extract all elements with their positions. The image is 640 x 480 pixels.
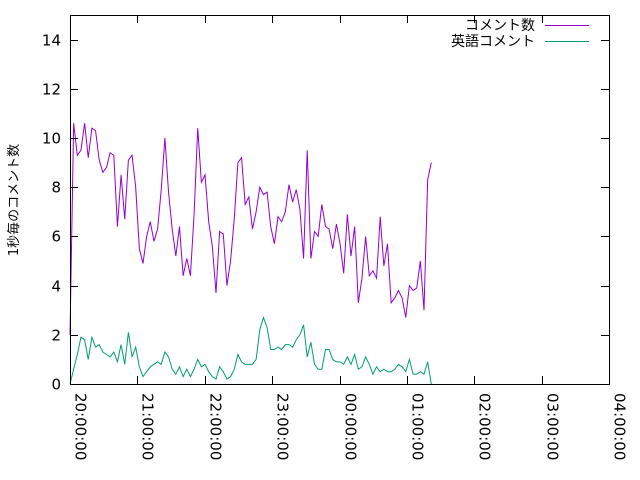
legend-label: 英語コメント [451,33,535,50]
x-tick-label: 20:00:00 [72,393,90,460]
x-axis-ticks: 20:00:00 21:00:00 22:00:00 23:00:00 00:00:00… [70,15,629,460]
plot-lines [69,123,432,385]
y-tick-label: 8 [51,179,61,197]
y-tick-label: 14 [42,32,61,50]
y-tick-label: 12 [42,81,61,99]
x-tick-label: 04:00:00 [611,393,629,460]
y-tick-label: 0 [51,376,61,394]
y-axis-ticks: 0 2 4 6 8 10 12 14 [42,32,609,394]
x-tick-label: 21:00:00 [139,393,157,460]
x-tick-label: 23:00:00 [274,393,292,460]
y-tick-label: 4 [51,278,61,296]
x-tick-label: 22:00:00 [207,393,225,460]
x-tick-label: 03:00:00 [544,393,562,460]
x-tick-label: 00:00:00 [342,393,360,460]
series-line-0 [69,123,432,335]
y-axis-label: 1秒毎のコメント数 [6,144,22,256]
legend-label: コメント数 [465,18,535,34]
x-tick-label: 02:00:00 [476,393,494,460]
series-line-1 [69,316,432,385]
y-tick-label: 10 [42,130,61,148]
y-tick-label: 2 [51,327,61,345]
x-tick-label: 01:00:00 [409,393,427,460]
y-tick-label: 6 [51,228,61,246]
